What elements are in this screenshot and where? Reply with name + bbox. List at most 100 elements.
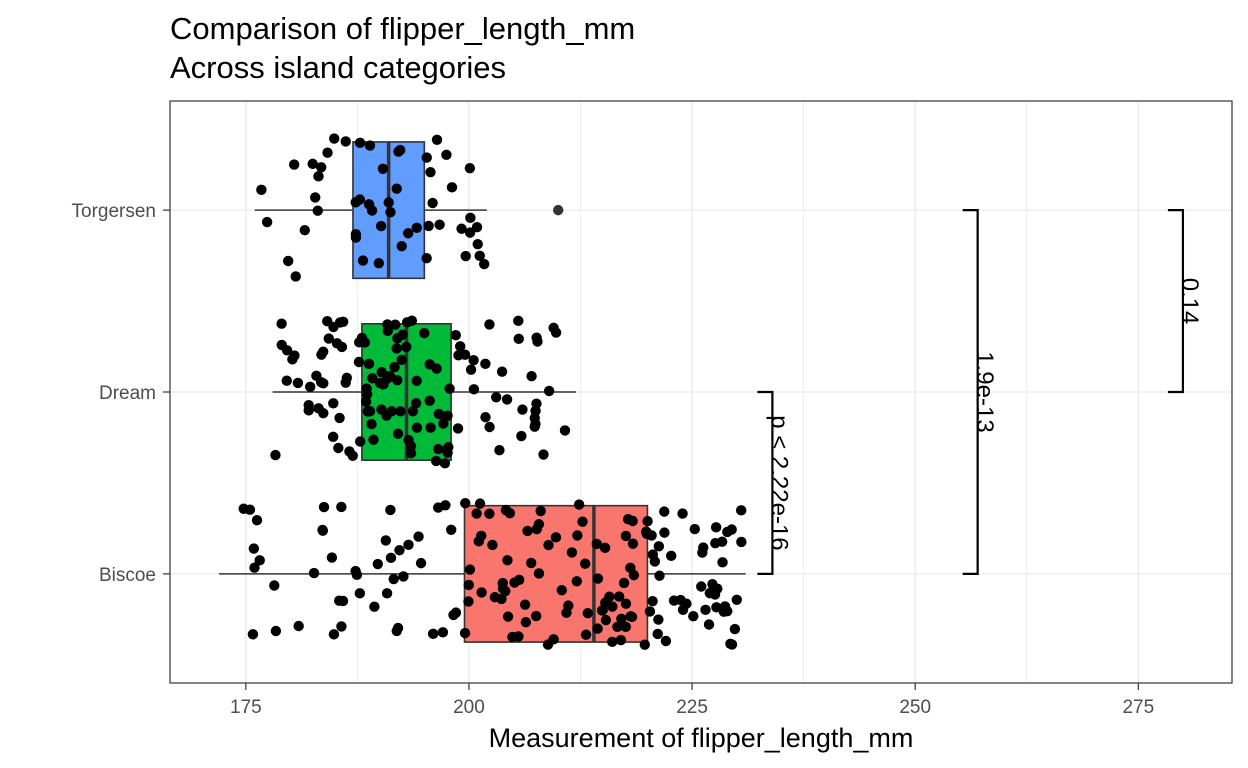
bracket-biscoe-torgersen	[962, 209, 979, 575]
data-point	[439, 458, 451, 469]
data-point	[599, 542, 611, 554]
data-point	[471, 221, 483, 233]
bracket-label: 1.9e-13	[971, 351, 998, 432]
data-point	[513, 574, 525, 586]
data-point	[391, 343, 402, 354]
data-point	[431, 134, 443, 146]
data-point	[251, 514, 263, 526]
data-point	[450, 329, 461, 341]
data-point	[405, 448, 417, 459]
data-point	[710, 522, 722, 533]
data-point	[491, 392, 502, 403]
data-point	[450, 607, 462, 618]
bracket-label: p < 2.22e-16	[766, 415, 793, 550]
data-point	[336, 621, 347, 632]
data-point	[411, 222, 422, 233]
data-point	[563, 600, 574, 611]
data-point	[389, 361, 400, 373]
data-point	[494, 445, 505, 456]
data-point	[415, 557, 427, 569]
data-point	[396, 240, 407, 252]
data-point	[377, 163, 389, 174]
bracket-dream-torgersen	[1167, 209, 1185, 394]
data-point	[646, 530, 657, 541]
data-point	[677, 604, 689, 616]
data-point	[385, 504, 396, 516]
data-point	[704, 587, 716, 599]
data-point	[468, 354, 479, 366]
data-point	[454, 341, 466, 352]
axes: 175 200 225 250 275 Biscoe Dream Torgersen	[72, 201, 1155, 718]
data-point	[341, 372, 353, 384]
data-point	[711, 602, 722, 613]
data-point	[363, 199, 375, 210]
data-point	[582, 607, 593, 619]
data-point	[612, 621, 623, 632]
data-point	[281, 375, 292, 386]
data-point	[543, 385, 555, 397]
data-point	[456, 223, 467, 234]
data-point	[248, 543, 260, 554]
data-point	[394, 144, 406, 156]
data-point	[398, 571, 409, 582]
data-point	[376, 366, 387, 378]
data-point	[556, 585, 567, 596]
data-point	[452, 423, 464, 434]
data-point	[478, 258, 490, 270]
data-point	[308, 567, 320, 579]
data-point	[431, 363, 442, 374]
data-point	[333, 442, 344, 454]
data-point	[367, 373, 378, 384]
jitter-points	[238, 133, 747, 650]
data-point	[247, 629, 259, 640]
data-point	[375, 220, 387, 232]
data-point	[254, 555, 265, 566]
data-point	[472, 238, 483, 250]
data-point	[427, 628, 439, 639]
data-point	[269, 580, 280, 591]
data-point	[500, 585, 511, 597]
data-point	[350, 565, 361, 577]
data-point	[666, 550, 677, 562]
data-point	[364, 140, 376, 151]
data-point	[276, 318, 287, 329]
data-point	[312, 205, 323, 216]
data-point	[502, 555, 513, 566]
data-point	[519, 599, 531, 610]
data-point	[700, 604, 711, 616]
data-point	[526, 370, 537, 382]
bracket-label: 0.14	[1176, 278, 1203, 325]
data-point	[474, 498, 486, 509]
data-point	[354, 337, 365, 348]
data-point	[453, 350, 464, 361]
data-point	[310, 192, 321, 203]
data-point	[261, 216, 273, 228]
data-point	[380, 535, 392, 546]
data-point	[322, 147, 333, 158]
data-point	[543, 539, 554, 551]
data-point	[376, 404, 387, 415]
y-tick-label: Dream	[99, 383, 156, 404]
data-point	[500, 504, 512, 516]
data-point	[592, 573, 604, 584]
data-point	[256, 184, 267, 196]
data-point	[368, 434, 379, 445]
data-point	[548, 634, 559, 645]
data-point	[363, 358, 375, 370]
data-point	[463, 579, 474, 591]
data-point	[460, 497, 471, 509]
data-point	[425, 166, 436, 178]
data-point	[580, 629, 592, 640]
data-point	[642, 515, 653, 527]
x-tick-label: 200	[453, 697, 485, 718]
data-point	[403, 539, 414, 551]
data-point	[652, 628, 663, 640]
data-point	[559, 425, 571, 436]
data-point	[289, 350, 300, 361]
data-point	[421, 152, 432, 163]
data-point	[282, 255, 294, 267]
data-point	[354, 588, 366, 599]
data-point	[579, 558, 591, 569]
data-point	[421, 252, 432, 264]
